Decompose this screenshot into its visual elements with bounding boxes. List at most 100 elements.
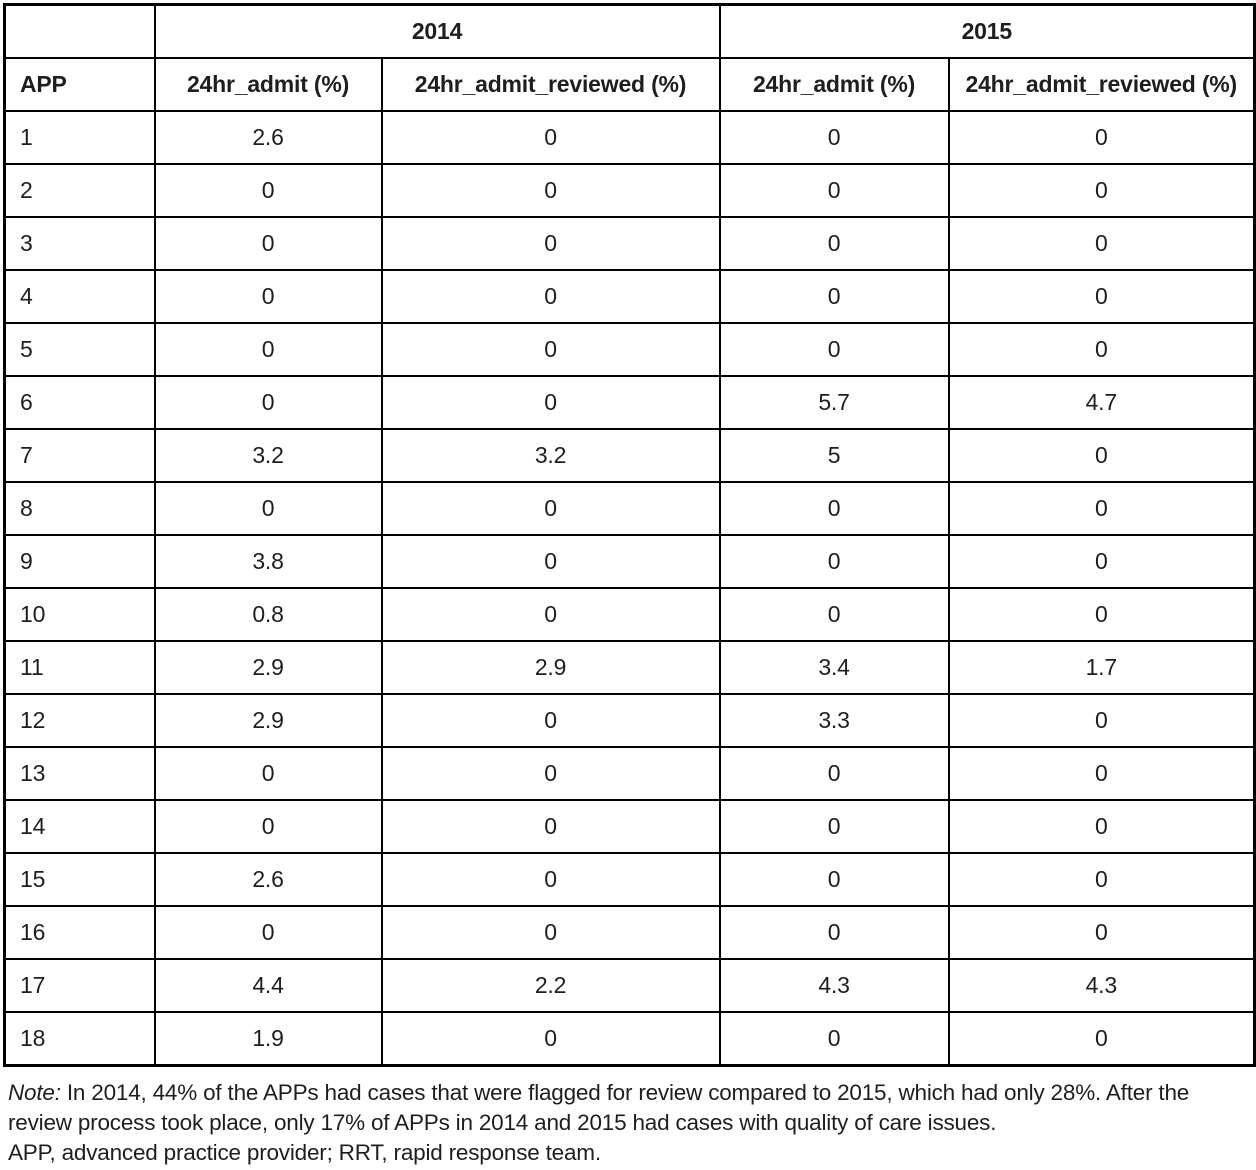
value-cell: 0 [718, 534, 950, 589]
value-cell: 0 [718, 746, 950, 801]
value-cell: 0 [380, 534, 721, 589]
app-id-cell: 6 [3, 375, 156, 430]
value-cell: 0 [947, 481, 1256, 536]
value-cell: 0 [947, 905, 1256, 960]
value-cell: 0 [380, 587, 721, 642]
value-cell: 0 [718, 216, 950, 271]
app-id-cell: 14 [3, 799, 156, 854]
value-cell: 0 [718, 905, 950, 960]
value-cell: 0 [380, 375, 721, 430]
footnote-note: Note: In 2014, 44% of the APPs had cases… [8, 1078, 1249, 1138]
value-cell: 4.3 [947, 958, 1256, 1013]
column-header-2015-admit: 24hr_admit (%) [718, 57, 950, 112]
app-admission-table: 2014 2015 APP 24hr_admit (%) 24hr_admit_… [3, 3, 1256, 1067]
app-id-cell: 13 [3, 746, 156, 801]
value-cell: 0 [153, 481, 383, 536]
app-id-cell: 11 [3, 640, 156, 695]
value-cell: 0 [947, 110, 1256, 165]
value-cell: 0 [380, 110, 721, 165]
value-cell: 0 [380, 481, 721, 536]
app-id-cell: 12 [3, 693, 156, 748]
value-cell: 0 [947, 163, 1256, 218]
value-cell: 0 [718, 322, 950, 377]
year-header-2014: 2014 [153, 3, 721, 59]
table-row: 1 2.6 0 0 0 [3, 110, 1256, 165]
corner-empty-cell [3, 3, 156, 59]
column-header-2014-reviewed: 24hr_admit_reviewed (%) [380, 57, 721, 112]
value-cell: 2.9 [153, 693, 383, 748]
table-row: 12 2.9 0 3.3 0 [3, 693, 1256, 748]
value-cell: 2.6 [153, 852, 383, 907]
value-cell: 0 [153, 375, 383, 430]
value-cell: 0 [947, 269, 1256, 324]
app-id-cell: 15 [3, 852, 156, 907]
value-cell: 0 [380, 852, 721, 907]
app-id-cell: 18 [3, 1011, 156, 1067]
value-cell: 3.4 [718, 640, 950, 695]
app-id-cell: 17 [3, 958, 156, 1013]
value-cell: 0 [380, 322, 721, 377]
table-row: 9 3.8 0 0 0 [3, 534, 1256, 589]
value-cell: 0 [718, 852, 950, 907]
value-cell: 0 [718, 1011, 950, 1067]
value-cell: 0 [153, 269, 383, 324]
value-cell: 0 [380, 1011, 721, 1067]
value-cell: 0 [718, 481, 950, 536]
value-cell: 0 [947, 587, 1256, 642]
table-row: 5 0 0 0 0 [3, 322, 1256, 377]
value-cell: 0 [947, 322, 1256, 377]
value-cell: 0 [380, 799, 721, 854]
column-header-app: APP [3, 57, 156, 112]
year-header-2015: 2015 [718, 3, 1256, 59]
value-cell: 3.2 [153, 428, 383, 483]
table-row: 15 2.6 0 0 0 [3, 852, 1256, 907]
value-cell: 0 [947, 852, 1256, 907]
value-cell: 0 [153, 322, 383, 377]
column-header-2015-reviewed: 24hr_admit_reviewed (%) [947, 57, 1256, 112]
column-header-2014-admit: 24hr_admit (%) [153, 57, 383, 112]
table-row: 17 4.4 2.2 4.3 4.3 [3, 958, 1256, 1013]
value-cell: 0 [947, 428, 1256, 483]
note-label: Note: [8, 1080, 61, 1105]
value-cell: 0 [153, 163, 383, 218]
table-row: 18 1.9 0 0 0 [3, 1011, 1256, 1067]
footnote-abbreviations: APP, advanced practice provider; RRT, ra… [8, 1139, 601, 1165]
value-cell: 0 [718, 163, 950, 218]
value-cell: 0 [718, 110, 950, 165]
value-cell: 5 [718, 428, 950, 483]
app-id-cell: 4 [3, 269, 156, 324]
value-cell: 2.9 [153, 640, 383, 695]
value-cell: 2.2 [380, 958, 721, 1013]
app-id-cell: 2 [3, 163, 156, 218]
value-cell: 0 [380, 905, 721, 960]
value-cell: 0 [380, 163, 721, 218]
value-cell: 0 [153, 746, 383, 801]
value-cell: 0 [153, 799, 383, 854]
table-row: 13 0 0 0 0 [3, 746, 1256, 801]
value-cell: 0 [380, 216, 721, 271]
app-id-cell: 8 [3, 481, 156, 536]
value-cell: 1.7 [947, 640, 1256, 695]
value-cell: 0 [947, 799, 1256, 854]
value-cell: 4.4 [153, 958, 383, 1013]
table-row: 3 0 0 0 0 [3, 216, 1256, 271]
value-cell: 0 [947, 1011, 1256, 1067]
value-cell: 0 [947, 534, 1256, 589]
value-cell: 1.9 [153, 1011, 383, 1067]
value-cell: 0 [380, 746, 721, 801]
table-row: 4 0 0 0 0 [3, 269, 1256, 324]
column-header-row: APP 24hr_admit (%) 24hr_admit_reviewed (… [3, 57, 1256, 112]
year-header-row: 2014 2015 [3, 3, 1256, 59]
value-cell: 0 [153, 905, 383, 960]
value-cell: 0 [718, 269, 950, 324]
table-row: 6 0 0 5.7 4.7 [3, 375, 1256, 430]
table-row: 11 2.9 2.9 3.4 1.7 [3, 640, 1256, 695]
app-id-cell: 9 [3, 534, 156, 589]
value-cell: 3.2 [380, 428, 721, 483]
table-row: 8 0 0 0 0 [3, 481, 1256, 536]
table-footnote: Note: In 2014, 44% of the APPs had cases… [3, 1078, 1253, 1168]
app-id-cell: 7 [3, 428, 156, 483]
value-cell: 4.3 [718, 958, 950, 1013]
table-row: 14 0 0 0 0 [3, 799, 1256, 854]
app-id-cell: 5 [3, 322, 156, 377]
